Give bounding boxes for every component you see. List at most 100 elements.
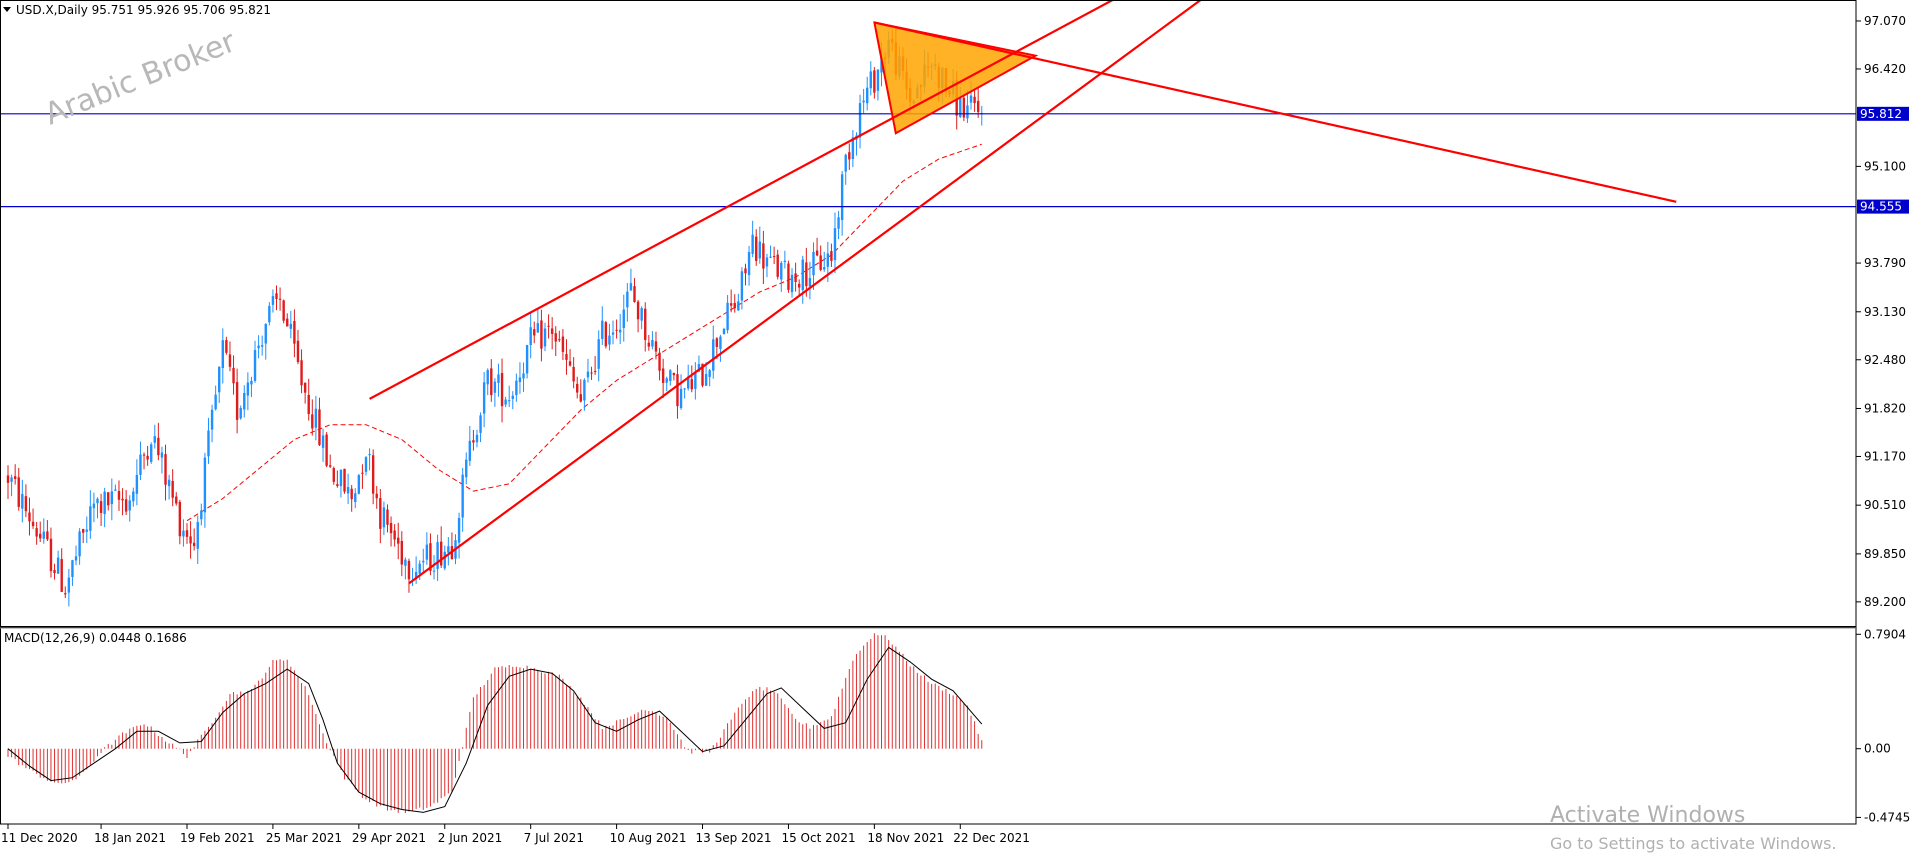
candle-body — [218, 366, 221, 393]
candle-body — [311, 414, 314, 429]
candle-body — [586, 371, 590, 378]
candle-body — [669, 370, 672, 382]
time-tick-label: 18 Nov 2021 — [867, 831, 944, 845]
candle-body — [407, 560, 411, 580]
candle-body — [572, 366, 575, 382]
trendline[interactable] — [874, 21, 1677, 203]
candle-body — [203, 457, 207, 513]
candle-body — [765, 257, 769, 267]
trendline[interactable] — [369, 0, 1147, 400]
candle-body — [862, 100, 865, 103]
candle-body — [332, 468, 335, 482]
time-axis: 11 Dec 2020 18 Jan 2021 19 Feb 2021 25 Mar … — [1, 824, 1030, 845]
candle-body — [837, 217, 840, 229]
candle-body — [475, 434, 479, 443]
candle-body — [772, 256, 776, 258]
candle-body — [10, 477, 13, 482]
candle-body — [439, 541, 443, 566]
activate-windows-subtitle: Go to Settings to activate Windows. — [1550, 834, 1837, 853]
candle-body — [543, 328, 547, 347]
candle-body — [182, 530, 185, 537]
candle-body — [482, 382, 486, 414]
candle-body — [833, 228, 837, 261]
candle-body — [722, 328, 726, 335]
candle-body — [787, 263, 790, 290]
candle-body — [354, 493, 357, 502]
candle-body — [823, 267, 826, 270]
candle-body — [35, 528, 38, 537]
candle-body — [296, 340, 300, 362]
candle-body — [468, 440, 472, 461]
candle-body — [124, 499, 128, 512]
candle-body — [81, 529, 85, 533]
candle-body — [747, 252, 751, 276]
candle-body — [225, 340, 228, 353]
candle-body — [529, 327, 532, 346]
candle-body — [633, 286, 636, 302]
candle-body — [593, 371, 597, 373]
candle-body — [46, 531, 49, 540]
candle-body — [78, 531, 81, 557]
candle-body — [687, 376, 690, 389]
candle-body — [622, 309, 625, 328]
candle-body — [794, 273, 797, 282]
candle-body — [733, 303, 736, 309]
candle-body — [826, 253, 830, 267]
candle-body — [561, 336, 565, 352]
candle-body — [558, 339, 561, 341]
candle-body — [579, 394, 582, 402]
level-price-tag — [1857, 106, 1909, 121]
candle-body — [665, 378, 668, 383]
candle-body — [533, 329, 536, 336]
candle-body — [708, 370, 711, 377]
candle-body — [790, 274, 794, 293]
panel-frames — [0, 0, 1857, 825]
candle-body — [576, 383, 579, 393]
macd-signal-line — [7, 646, 983, 813]
candle-body — [64, 593, 67, 595]
macd-histogram-layer — [7, 633, 983, 814]
candle-body — [808, 277, 812, 287]
candle-body — [260, 345, 264, 347]
candle-body — [815, 250, 819, 256]
candle-body — [604, 322, 608, 347]
candle-body — [812, 251, 815, 276]
candle-body — [844, 154, 847, 172]
candle-body — [858, 103, 862, 138]
candle-body — [178, 501, 182, 537]
candle-body — [661, 368, 665, 383]
candle-body — [973, 96, 976, 104]
candle-body — [53, 569, 56, 574]
candle-body — [780, 262, 783, 280]
price-tick-label: 97.070 — [1864, 14, 1906, 28]
menu-triangle-icon[interactable] — [3, 7, 11, 12]
candle-body — [597, 339, 600, 369]
candle-body — [769, 256, 772, 258]
candle-body — [103, 491, 106, 515]
candle-body — [321, 435, 325, 448]
candle-body — [962, 97, 966, 118]
candle-body — [164, 454, 167, 485]
time-tick-label: 29 Apr 2021 — [352, 831, 426, 845]
candle-body — [200, 510, 203, 520]
candle-body — [386, 509, 389, 525]
candle-body — [339, 469, 343, 487]
candle-body — [278, 298, 282, 300]
candle-body — [400, 540, 403, 565]
candle-body — [39, 533, 42, 539]
candle-body — [515, 380, 518, 396]
candle-body — [618, 329, 622, 333]
candle-body — [350, 488, 353, 500]
candle-body — [31, 521, 35, 527]
candle-body — [293, 321, 296, 344]
candle-body — [6, 475, 10, 483]
trendline[interactable] — [408, 0, 1225, 585]
candle-body — [117, 490, 121, 500]
time-tick-label: 10 Aug 2021 — [610, 831, 687, 845]
price-panel: 97.070 96.420 95.100 93.790 93.130 92.480 91.8… — [0, 0, 1909, 609]
candle-body — [303, 382, 307, 393]
candle-body — [601, 320, 604, 339]
candle-body — [99, 501, 103, 513]
candle-body — [271, 296, 275, 305]
candle-body — [497, 374, 500, 383]
